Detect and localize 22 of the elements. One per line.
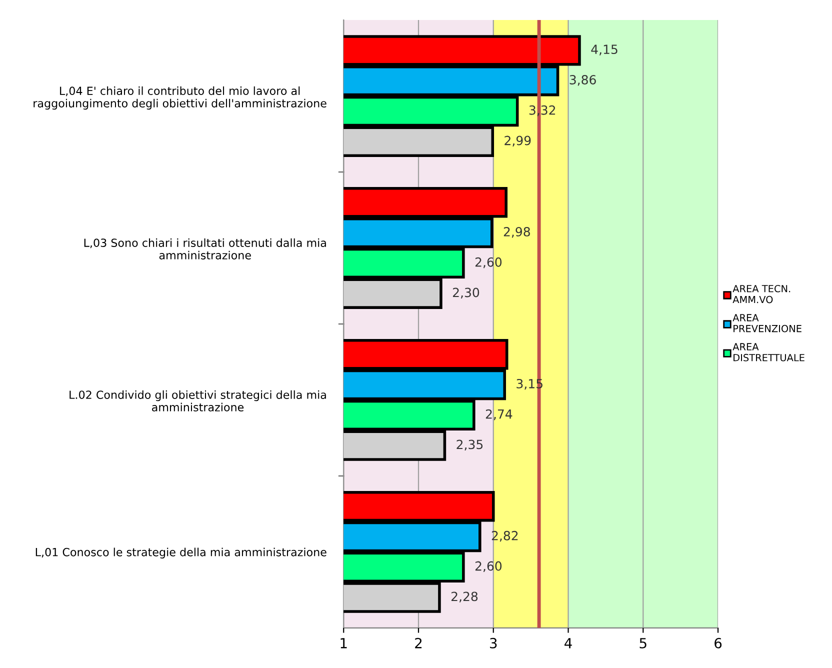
data-label: 2,74 (486, 409, 512, 420)
x-tick-label: 5 (640, 638, 646, 648)
data-label: 2,28 (451, 592, 478, 602)
x-tick-label: 3 (490, 638, 497, 648)
x-tick-label: 2 (415, 638, 422, 648)
x-tick-label: 6 (714, 638, 722, 648)
y-tick-label: L,04 E' chiaro il contributo del mio lavoro al raggoiungimento degli obiettivi dell'amministrazione (34, 86, 326, 110)
y-tick-label: L,01 Conosco le strategie della mia amministrazione (36, 548, 326, 558)
data-label: 2,82 (492, 530, 518, 542)
y-tick-label: L.02 Condivido gli obiettivi strategici della mia amministrazione (70, 390, 326, 412)
data-label: 2,98 (504, 226, 530, 238)
data-label: 4,15 (591, 44, 618, 56)
legend-label: AREA DISTRETTUALE (732, 343, 804, 362)
x-tick-label: 4 (564, 638, 572, 648)
data-label: 3,86 (570, 75, 596, 86)
data-label: 2,35 (456, 440, 483, 450)
legend-label: AREA TECN. AMM.VO (732, 284, 790, 304)
y-tick-label: L,03 Sono chiari i risultati ottenuti dalla mia amministrazione (84, 238, 326, 260)
data-label: 2,99 (504, 136, 531, 147)
legend-label: AREA PREVENZIONE (732, 314, 802, 332)
x-tick-label: 1 (340, 638, 347, 648)
data-label: 2,30 (452, 288, 480, 298)
